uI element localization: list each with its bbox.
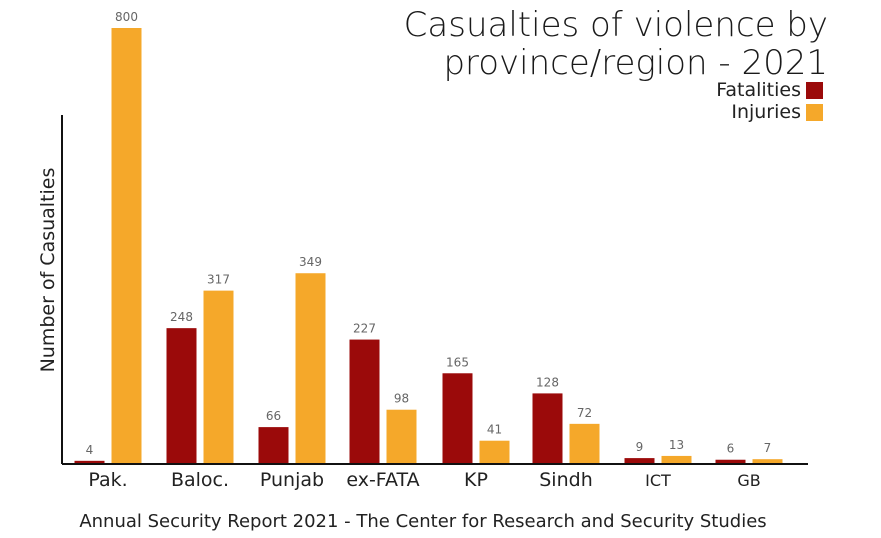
- x-tick-baloc: Baloc.: [171, 469, 229, 491]
- bar-fatalities-ict: [624, 458, 655, 463]
- legend-label-injuries: Injuries: [731, 101, 801, 123]
- bar-fatalities-ex-fata: [349, 339, 380, 463]
- x-tick-ict: ICT: [645, 471, 671, 490]
- chart-title: Casualties of violence by province/regio…: [404, 5, 828, 83]
- bar-injuries-baloc: [203, 290, 234, 463]
- data-label-injuries-ict: 13: [669, 438, 684, 452]
- bar-injuries-kp: [479, 440, 510, 463]
- data-label-injuries-kp: 41: [487, 423, 502, 437]
- bar-fatalities-sindh: [532, 393, 563, 463]
- data-label-fatalities-gb: 6: [727, 442, 735, 456]
- data-label-injuries-sindh: 72: [577, 406, 592, 420]
- x-tick-pak: Pak.: [88, 469, 127, 491]
- legend-label-fatalities: Fatalities: [716, 79, 801, 101]
- x-tick-gb: GB: [737, 471, 760, 490]
- data-label-injuries-ex-fata: 98: [394, 392, 409, 406]
- x-tick-sindh: Sindh: [539, 469, 592, 491]
- data-label-fatalities-punjab: 66: [266, 409, 281, 423]
- data-label-injuries-baloc: 317: [207, 273, 230, 287]
- footer-source: Annual Security Report 2021 - The Center…: [79, 511, 766, 532]
- bar-injuries-gb: [752, 459, 783, 463]
- legend-swatch-fatalities: [806, 82, 823, 99]
- data-label-fatalities-ex-fata: 227: [353, 322, 376, 336]
- bar-injuries-pak: [111, 28, 142, 463]
- data-label-fatalities-baloc: 248: [170, 310, 193, 324]
- bar-injuries-ex-fata: [386, 409, 417, 463]
- data-label-injuries-pak: 800: [115, 10, 138, 24]
- x-tick-labels: Pak. Baloc. Punjab ex-FATA KP Sindh ICT GB: [88, 469, 760, 491]
- data-label-fatalities-kp: 165: [446, 355, 469, 369]
- bar-fatalities-punjab: [258, 427, 289, 463]
- x-tick-punjab: Punjab: [260, 469, 324, 491]
- bar-fatalities-gb: [715, 459, 746, 463]
- data-label-injuries-punjab: 349: [299, 255, 322, 269]
- chart-title-line-1: Casualties of violence by: [404, 5, 828, 45]
- bar-injuries-sindh: [569, 423, 600, 463]
- x-tick-ex-fata: ex-FATA: [346, 469, 419, 491]
- legend-swatch-injuries: [806, 104, 823, 121]
- chart-title-line-2: province/region - 2021: [443, 43, 828, 83]
- data-label-fatalities-pak: 4: [86, 443, 94, 457]
- bar-fatalities-baloc: [166, 328, 197, 463]
- bar-fatalities-kp: [442, 373, 473, 463]
- bars-group: 4 800 248 317 66 349 227 98 165 41 128 72 9 13 6 7: [74, 10, 783, 463]
- bar-injuries-punjab: [295, 273, 326, 463]
- x-tick-kp: KP: [464, 469, 488, 491]
- data-label-fatalities-ict: 9: [636, 440, 644, 454]
- data-label-fatalities-sindh: 128: [536, 375, 559, 389]
- data-label-injuries-gb: 7: [764, 441, 772, 455]
- bar-injuries-ict: [661, 455, 692, 463]
- y-axis-label: Number of Casualties: [37, 168, 59, 373]
- bar-fatalities-pak: [74, 460, 105, 463]
